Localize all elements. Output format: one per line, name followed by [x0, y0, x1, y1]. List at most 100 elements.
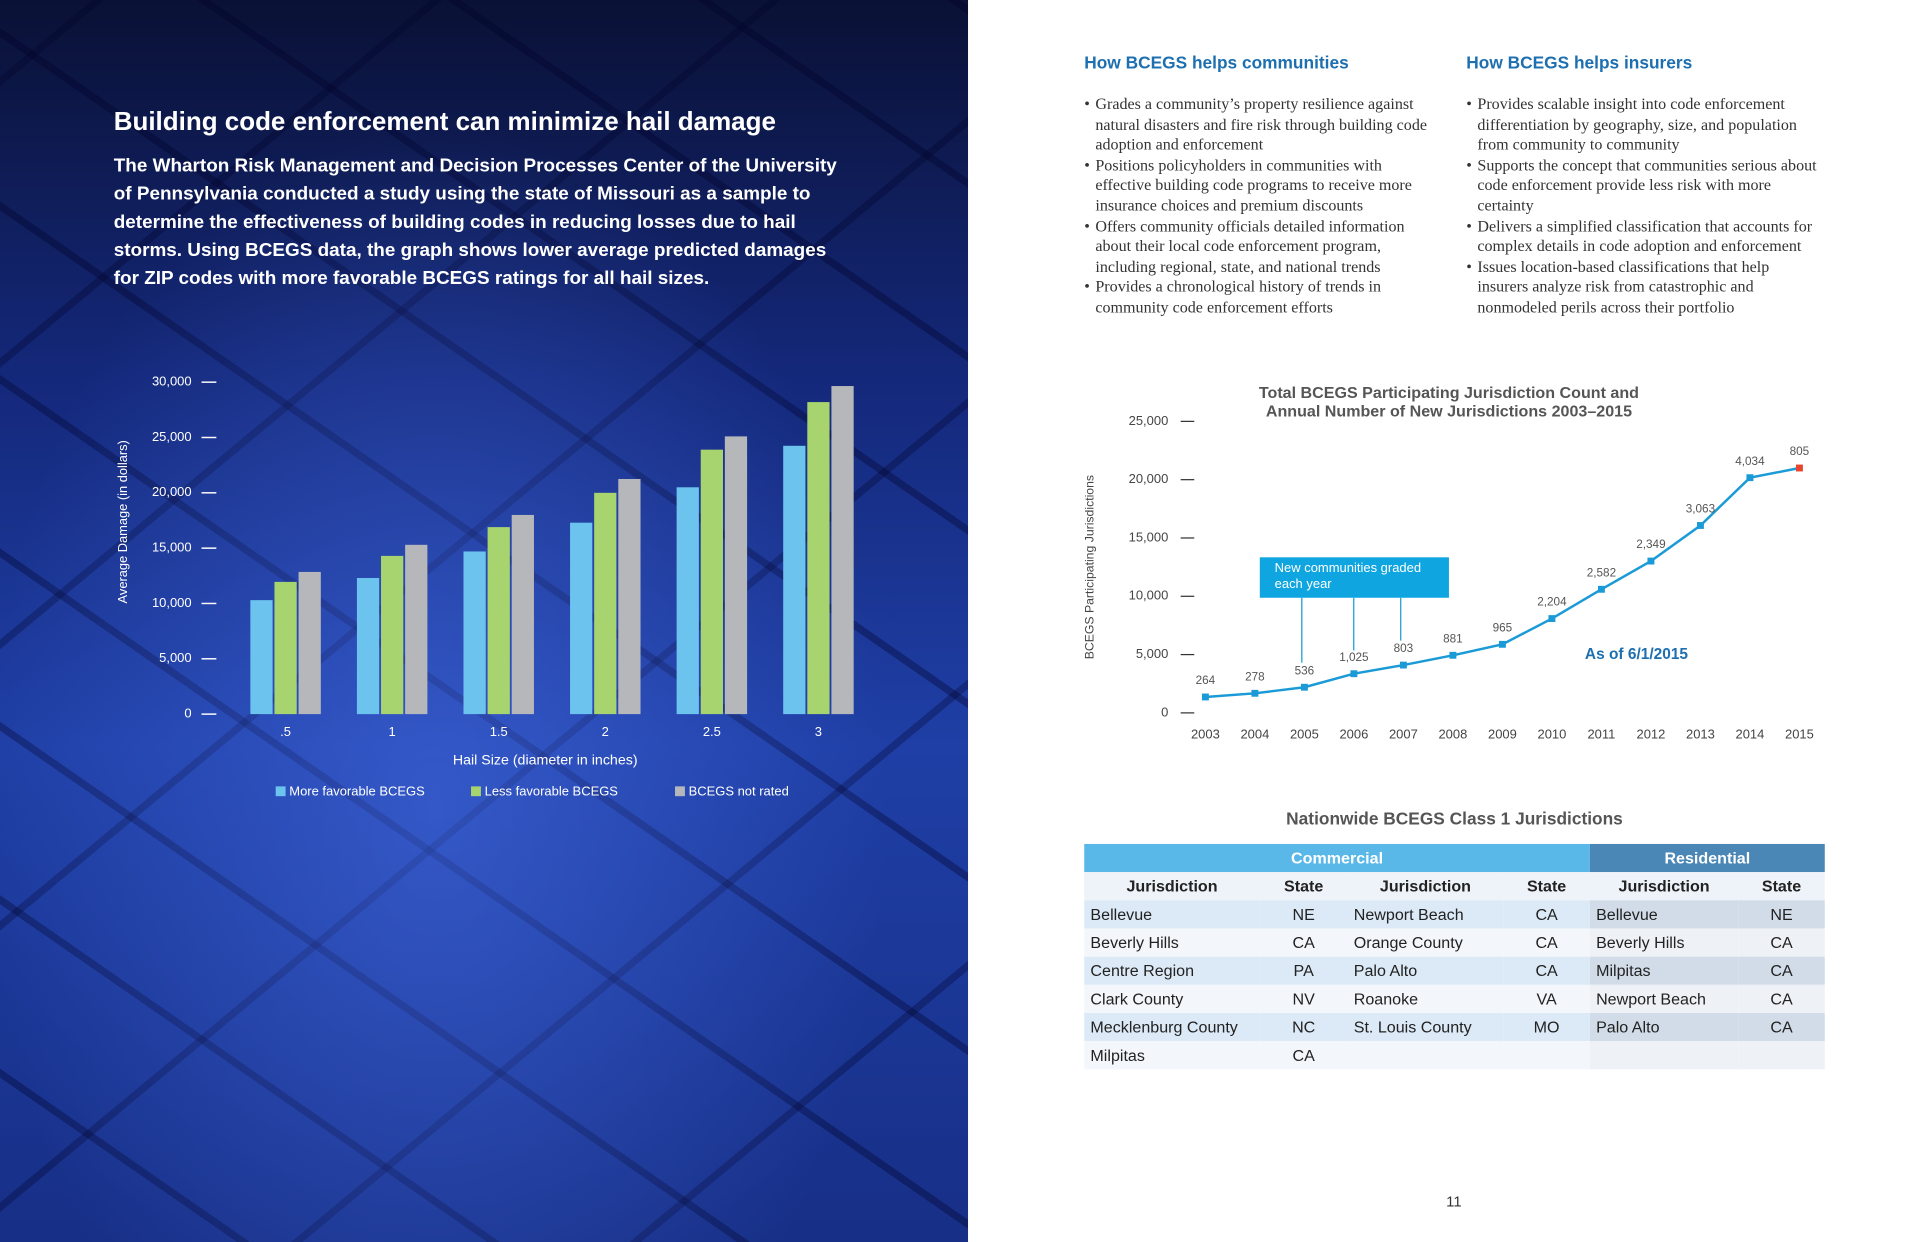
- left-title: Building code enforcement can minimize h…: [113, 107, 776, 136]
- x-tick-label: 2: [602, 724, 609, 739]
- column-header: State: [1738, 872, 1825, 901]
- y-axis-label: BCEGS Participating Jurisdictions: [1083, 475, 1097, 659]
- legend-swatch: [275, 786, 286, 797]
- point-label: 803: [1394, 642, 1414, 655]
- point-marker: [1746, 474, 1754, 482]
- point-marker: [1251, 689, 1259, 697]
- point-label: 264: [1196, 674, 1216, 687]
- point-marker: [1498, 640, 1506, 648]
- point-label: 3,063: [1686, 503, 1715, 516]
- table-cell: NE: [1738, 900, 1825, 929]
- point-label: 536: [1295, 664, 1315, 677]
- x-tick-label: .5: [280, 724, 291, 739]
- point-label: 965: [1493, 622, 1513, 635]
- column-header: Jurisdiction: [1589, 872, 1739, 901]
- point-marker: [1696, 522, 1704, 529]
- table-cell: CA: [1738, 928, 1825, 957]
- y-tick-label: 20,000: [1129, 471, 1169, 486]
- y-tick-label: 25,000: [1129, 413, 1169, 428]
- bar-chart: 0 5,000 10,000 15,000 20,000 25,000 30,000 .5 1 1…: [115, 374, 854, 798]
- bar: [807, 402, 830, 715]
- bar: [487, 527, 510, 715]
- note: As of 6/1/2015: [1584, 645, 1689, 663]
- point-marker: [1350, 670, 1358, 678]
- table-cell: Beverly Hills: [1084, 928, 1260, 957]
- y-tick-label: 10,000: [1129, 588, 1169, 603]
- bar: [405, 544, 428, 715]
- table-row: Centre Region PA Palo Alto CA Milpitas CA: [1084, 956, 1825, 985]
- table-cell: NV: [1259, 984, 1348, 1013]
- bar: [298, 571, 321, 715]
- bar: [356, 578, 380, 715]
- x-tick-label: 2013: [1686, 726, 1715, 741]
- point-marker: [1548, 615, 1556, 622]
- table-cell: CA: [1259, 928, 1348, 957]
- table-row: Bellevue NE Newport Beach CA Bellevue NE: [1084, 900, 1825, 929]
- bar: [618, 478, 641, 715]
- table-cell: Bellevue: [1084, 900, 1260, 929]
- bar: [831, 386, 854, 715]
- y-tick-label: 15,000: [1129, 529, 1169, 544]
- annotation-box: New communities graded each year: [1259, 557, 1449, 598]
- table-cell: CA: [1503, 956, 1590, 985]
- x-tick-label: 2004: [1240, 726, 1269, 741]
- x-tick-label: 2015: [1785, 726, 1814, 741]
- group-header: Residential: [1589, 843, 1825, 873]
- table-title: Nationwide BCEGS Class 1 Jurisdictions: [1286, 808, 1623, 829]
- y-tick-label: 30,000: [152, 374, 192, 389]
- bullet: Supports the concept that communities se…: [1466, 155, 1818, 216]
- table-row: Beverly Hills CA Orange County CA Beverly Hi…: [1084, 928, 1825, 957]
- table-cell: Orange County: [1347, 928, 1504, 957]
- bar: [381, 555, 404, 715]
- table-cell: CA: [1738, 956, 1825, 985]
- table-cell: Palo Alto: [1589, 1012, 1739, 1042]
- table-cell: Roanoke: [1347, 984, 1504, 1013]
- table-cell: Milpitas: [1589, 956, 1739, 985]
- table-cell: [1738, 1041, 1825, 1070]
- legend-label: Less favorable BCEGS: [485, 783, 619, 798]
- bar: [676, 487, 699, 715]
- table-cell: PA: [1259, 956, 1348, 985]
- bar: [594, 492, 617, 715]
- column-heading: How BCEGS helps insurers: [1466, 52, 1693, 73]
- bar: [570, 522, 593, 715]
- table-cell: CA: [1738, 984, 1825, 1013]
- y-tick-label: 15,000: [152, 540, 192, 555]
- page-number: 11: [1446, 1193, 1462, 1211]
- legend-swatch: [471, 786, 481, 797]
- point-marker: [1201, 693, 1209, 701]
- table-cell: CA: [1738, 1012, 1825, 1042]
- x-tick-label: 1: [389, 724, 396, 739]
- point-label: 2,204: [1537, 596, 1567, 609]
- point-marker: [1399, 661, 1407, 669]
- y-tick-label: 5,000: [1136, 646, 1168, 661]
- point-label: 1,025: [1339, 651, 1369, 664]
- bullet-list: Grades a community’s property resilience…: [1084, 94, 1436, 318]
- legend-label: More favorable BCEGS: [289, 783, 425, 798]
- point-marker: [1647, 557, 1655, 565]
- table-cell: Beverly Hills: [1589, 928, 1739, 957]
- y-axis-label: Average Damage (in dollars): [115, 440, 130, 603]
- point-label: 805: [1790, 445, 1810, 458]
- x-tick-label: 2010: [1537, 726, 1566, 741]
- x-tick-label: 2014: [1736, 726, 1765, 741]
- x-tick-label: 1.5: [490, 724, 508, 739]
- x-tick-label: 2012: [1636, 726, 1665, 741]
- bar: [700, 449, 723, 715]
- y-tick-label: 10,000: [152, 595, 192, 610]
- x-tick-label: 3: [815, 724, 822, 739]
- table-row: Milpitas CA: [1084, 1041, 1825, 1070]
- table-cell: Newport Beach: [1347, 900, 1504, 929]
- x-tick-label: 2011: [1587, 726, 1615, 741]
- x-axis-label: Hail Size (diameter in inches): [453, 751, 638, 767]
- table-cell: Milpitas: [1084, 1041, 1260, 1070]
- table-cell: St. Louis County: [1347, 1012, 1504, 1042]
- table-cell: Newport Beach: [1589, 984, 1739, 1013]
- y-tick-label: 0: [184, 706, 191, 721]
- table-cell: NE: [1259, 900, 1348, 929]
- x-tick-label: 2009: [1488, 726, 1517, 741]
- point-label: 2,582: [1587, 566, 1616, 579]
- point-label: 881: [1443, 632, 1463, 645]
